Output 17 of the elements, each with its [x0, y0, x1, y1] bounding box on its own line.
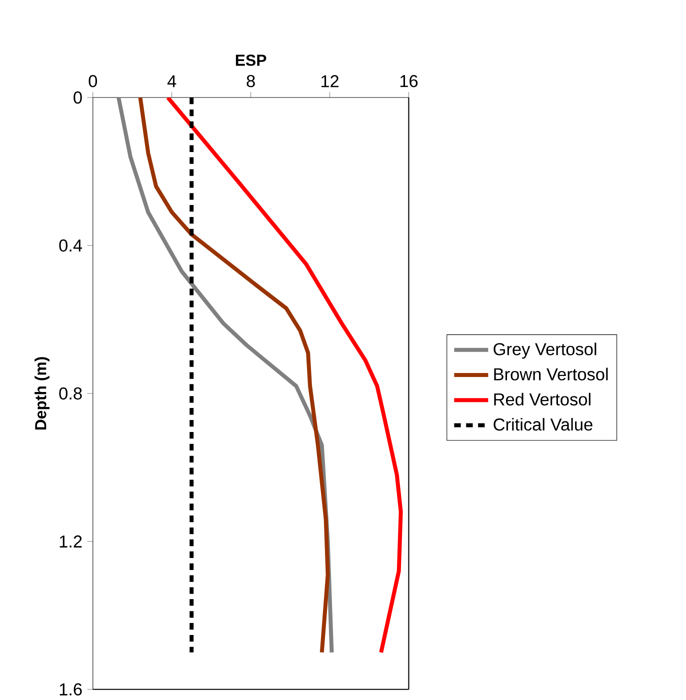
x-axis-title: ESP — [236, 54, 266, 66]
legend-label: Brown Vertosol — [494, 368, 608, 380]
y-tick-label: 1.2 — [60, 535, 82, 548]
x-tick-label: 12 — [321, 75, 338, 88]
x-tick-label: 4 — [167, 75, 176, 88]
legend-label: Grey Vertosol — [494, 342, 596, 359]
y-tick-label: 0.4 — [59, 239, 82, 252]
y-tick-label: 0 — [74, 91, 82, 104]
x-tick-label: 16 — [400, 74, 418, 88]
x-tick-label: 8 — [246, 74, 255, 88]
x-tick-label: 0 — [88, 74, 97, 88]
legend-label: Critical Value — [494, 418, 592, 431]
y-axis-title: Depth (m) — [34, 357, 50, 430]
y-tick-label: 1.6 — [60, 683, 82, 696]
line-series — [166, 98, 403, 654]
y-tick-label: 0.8 — [59, 387, 82, 400]
legend-label: Red Vertosol — [494, 392, 590, 406]
